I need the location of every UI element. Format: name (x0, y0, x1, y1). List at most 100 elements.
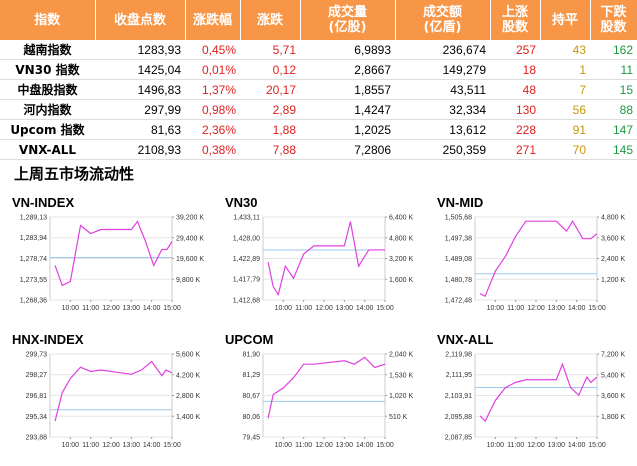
table-cell: Upcom 指数 (0, 119, 95, 140)
header-text: 指数 (34, 12, 61, 28)
table-body: 越南指数 1283,93 0,45% 5,71 6,9893 236,674 257 43 16… (0, 40, 637, 160)
y-tick-label: 1,433,11 (233, 215, 260, 222)
y2-tick-label: 9,800 K (176, 277, 200, 284)
header-text: 持平 (551, 12, 578, 28)
table-cell: 1,2025 (300, 119, 395, 140)
header-text: 涨跌幅 (192, 12, 232, 28)
table-cell: 91 (540, 119, 590, 140)
y-tick-label: 81,90 (242, 352, 260, 359)
y-tick-label: 1,505,68 (445, 215, 472, 222)
table-cell: 130 (490, 99, 540, 120)
table-row: Upcom 指数 81,63 2,36% 1,88 1,2025 13,612 228 91 1… (0, 119, 637, 140)
header-row: 指数 收盘点数 涨跌幅 涨跌 成交量 (亿股) 成交额 (亿盾) 上涨 股数 持平 下跌 股数 (0, 0, 637, 40)
header-cell: 持平 (540, 0, 591, 40)
table-cell: 145 (590, 139, 637, 160)
x-tick-label: 15:00 (588, 442, 606, 449)
y-tick-label: 1,289,13 (20, 215, 47, 222)
table-cell: 2,36% (185, 119, 240, 140)
table-cell: 271 (490, 139, 540, 160)
x-tick-label: 11:00 (507, 442, 524, 449)
header-cell: 下跌 股数 (590, 0, 637, 40)
y2-tick-label: 1,530 K (389, 372, 413, 379)
x-tick-label: 10:00 (275, 442, 293, 449)
y2-tick-label: 2,800 K (176, 393, 200, 400)
table-cell: 5,71 (240, 40, 300, 60)
x-tick-label: 10:00 (62, 442, 80, 449)
x-tick-label: 12:00 (315, 442, 333, 449)
x-tick-label: 14:00 (143, 442, 161, 449)
y-tick-label: 2,103,91 (445, 393, 472, 400)
y2-tick-label: 19,600 K (176, 256, 204, 263)
price-line (479, 220, 598, 298)
y2-tick-label: 4,800 K (601, 215, 625, 222)
x-tick-label: 11:00 (507, 305, 524, 312)
table-cell: 13,612 (395, 119, 490, 140)
table-cell: 0,38% (185, 139, 240, 160)
header-cell: 指数 (0, 0, 96, 40)
table-cell: 2,8667 (300, 59, 395, 80)
table-cell: 1425,04 (95, 59, 185, 80)
header-text: (亿盾) (423, 20, 462, 35)
header-text: 股数 (501, 20, 528, 35)
table-cell: 0,45% (185, 40, 240, 60)
y-tick-label: 1,273,55 (20, 277, 47, 284)
y-tick-label: 80,67 (242, 393, 260, 400)
x-tick-label: 14:00 (568, 442, 586, 449)
table-cell: 70 (540, 139, 590, 160)
table-cell: 1,8557 (300, 79, 395, 100)
y-tick-label: 2,095,88 (445, 414, 472, 421)
table-cell: 250,359 (395, 139, 490, 160)
table-cell: 中盘股指数 (0, 79, 95, 100)
y2-tick-label: 3,600 K (601, 393, 625, 400)
y2-tick-label: 1,800 K (601, 414, 625, 421)
table-cell: 81,63 (95, 119, 185, 140)
header-text: (亿股) (328, 20, 367, 35)
table-cell: 7 (540, 79, 590, 100)
table-cell: 147 (590, 119, 637, 140)
table-cell: 236,674 (395, 40, 490, 60)
table-row: 河内指数 297,99 0,98% 2,89 1,4247 32,334 130 56 88 (0, 99, 637, 120)
y-tick-label: 1,489,08 (445, 256, 472, 263)
y-tick-label: 1,480,78 (445, 277, 472, 284)
table-cell: 7,88 (240, 139, 300, 160)
price-line (479, 362, 598, 423)
table-cell: 2,89 (240, 99, 300, 120)
y-tick-label: 1,422,89 (233, 256, 260, 263)
table-cell: 越南指数 (0, 40, 95, 60)
y2-tick-label: 2,040 K (389, 352, 413, 359)
table-cell: 228 (490, 119, 540, 140)
y2-tick-label: 4,200 K (176, 372, 200, 379)
header-cell: 成交量 (亿股) (300, 0, 396, 40)
y-tick-label: 1,278,74 (20, 256, 47, 263)
table-cell: 6,9893 (300, 40, 395, 60)
table-cell: 1283,93 (95, 40, 185, 60)
header-cell: 成交额 (亿盾) (395, 0, 491, 40)
table-cell: 43,511 (395, 79, 490, 100)
y-tick-label: 81,29 (242, 372, 260, 379)
y-tick-label: 2,119,98 (445, 352, 472, 359)
table-row: 越南指数 1283,93 0,45% 5,71 6,9893 236,674 257 43 16… (0, 40, 637, 60)
header-cell: 收盘点数 (95, 0, 186, 40)
y-tick-label: 1,412,68 (233, 298, 260, 305)
table-cell: 1,88 (240, 119, 300, 140)
table-cell: 河内指数 (0, 99, 95, 120)
y2-tick-label: 1,400 K (176, 414, 200, 421)
y-tick-label: 295,34 (26, 414, 48, 421)
table-cell: 88 (590, 99, 637, 120)
x-tick-label: 12:00 (527, 442, 545, 449)
table-cell: 18 (490, 59, 540, 80)
header-text: 上涨 (501, 5, 528, 20)
table-row: VNX-ALL 2108,93 0,38% 7,88 7,2806 250,359 271 7… (0, 139, 637, 160)
x-tick-label: 10:00 (487, 442, 505, 449)
x-tick-label: 15:00 (163, 442, 181, 449)
y-tick-label: 1,283,94 (20, 235, 47, 242)
x-tick-label: 12:00 (315, 305, 333, 312)
y2-tick-label: 39,200 K (176, 215, 204, 222)
y2-tick-label: 1,020 K (389, 393, 413, 400)
x-tick-label: 15:00 (588, 305, 606, 312)
y2-tick-label: 5,600 K (176, 352, 200, 359)
table-cell: 32,334 (395, 99, 490, 120)
y2-tick-label: 1,600 K (389, 277, 413, 284)
